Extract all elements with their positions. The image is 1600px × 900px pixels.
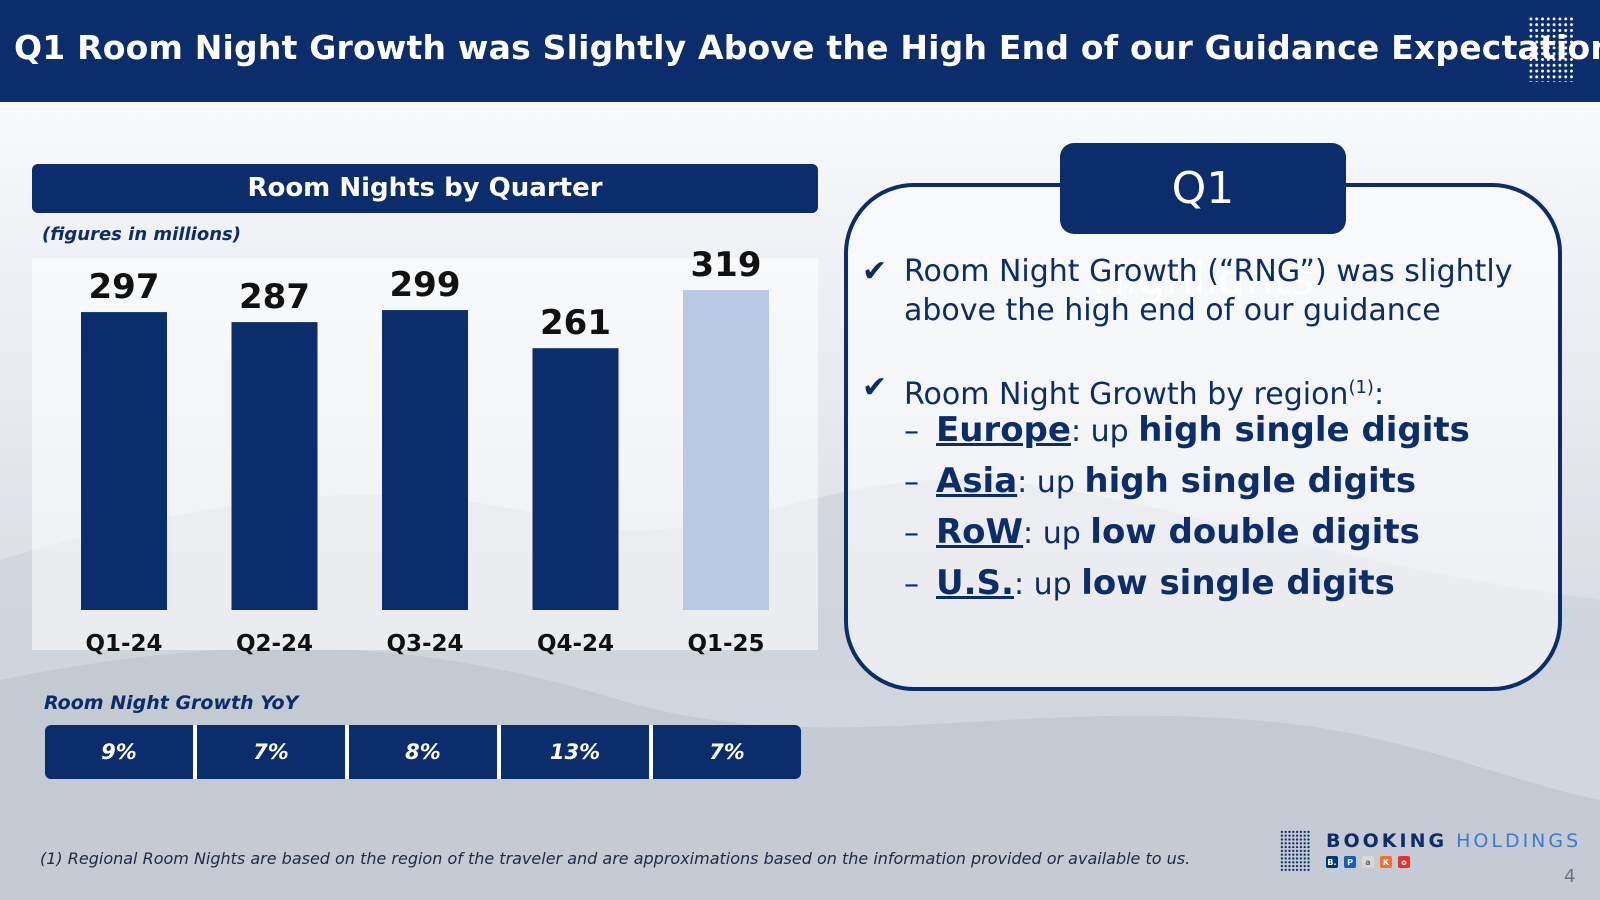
data-label-q3-24: 299 bbox=[390, 265, 461, 305]
x-tick-label-q3-24: Q3-24 bbox=[386, 631, 463, 657]
region-asia: – Asia: up high single digits bbox=[904, 461, 1417, 501]
bar-q3-24 bbox=[382, 310, 468, 610]
priceline-brand-icon: P bbox=[1344, 856, 1356, 868]
agoda-brand-icon: a bbox=[1362, 856, 1374, 868]
x-tick-label-q1-25: Q1-25 bbox=[687, 631, 764, 657]
growth-label: Room Night Growth YoY bbox=[44, 692, 299, 714]
growth-cell-q4-24: 13% bbox=[501, 725, 653, 779]
opentable-brand-icon: o bbox=[1398, 856, 1410, 868]
highlights-box bbox=[844, 183, 1562, 691]
bar-q1-24 bbox=[81, 312, 167, 610]
data-label-q1-24: 297 bbox=[89, 267, 160, 307]
header-bar: Q1 Room Night Growth was Slightly Above … bbox=[0, 0, 1600, 102]
booking-brand-icon: B. bbox=[1326, 856, 1338, 868]
dot-grid-logo bbox=[1528, 16, 1574, 82]
highlight-text-rng: Room Night Growth (“RNG”) was slightly a… bbox=[904, 254, 1513, 328]
footnote: (1) Regional Room Nights are based on th… bbox=[40, 849, 1191, 868]
region-row: – RoW: up low double digits bbox=[904, 512, 1420, 552]
x-tick-label-q4-24: Q4-24 bbox=[537, 631, 614, 657]
data-label-q4-24: 261 bbox=[540, 303, 611, 343]
bar-q4-24 bbox=[532, 348, 619, 610]
footnote-ref: (1) bbox=[1348, 377, 1374, 398]
bar-q2-24 bbox=[231, 322, 318, 610]
booking-holdings-logo: BOOKING HOLDINGS bbox=[1326, 830, 1582, 852]
highlights-title: Q1 Highlights bbox=[1060, 143, 1346, 305]
x-tick-label-q1-24: Q1-24 bbox=[85, 631, 162, 657]
x-tick-label-q2-24: Q2-24 bbox=[236, 631, 313, 657]
growth-cell-q1-24: 9% bbox=[45, 725, 197, 779]
chart-units-note: (figures in millions) bbox=[42, 224, 241, 245]
chart-title: Room Nights by Quarter bbox=[32, 164, 818, 213]
kayak-brand-icon: K bbox=[1380, 856, 1392, 868]
growth-cell-q3-24: 8% bbox=[349, 725, 501, 779]
growth-cell-q1-25: 7% bbox=[709, 740, 745, 764]
region-europe: – Europe: up high single digits bbox=[904, 410, 1470, 450]
region-colon: : bbox=[1373, 377, 1385, 412]
bar-q1-25 bbox=[683, 290, 769, 610]
region-heading: Room Night Growth by region bbox=[904, 377, 1349, 412]
booking-holdings-logo-icon bbox=[1280, 830, 1310, 872]
page-title: Q1 Room Night Growth was Slightly Above … bbox=[14, 28, 1600, 67]
data-label-q1-25: 319 bbox=[691, 245, 762, 285]
check-icon: ✔ bbox=[862, 370, 888, 405]
region-us: – U.S.: up low single digits bbox=[904, 563, 1395, 603]
brand-icons: B. P a K o bbox=[1326, 856, 1410, 868]
page-number: 4 bbox=[1564, 866, 1576, 887]
data-label-q2-24: 287 bbox=[239, 277, 310, 317]
growth-cell-q2-24: 7% bbox=[197, 725, 349, 779]
highlight-text-region: Room Night Growth by region(1): bbox=[904, 368, 1524, 414]
growth-row: 9% 7% 8% 13% 7% bbox=[45, 725, 801, 779]
check-icon: ✔ bbox=[862, 254, 888, 289]
